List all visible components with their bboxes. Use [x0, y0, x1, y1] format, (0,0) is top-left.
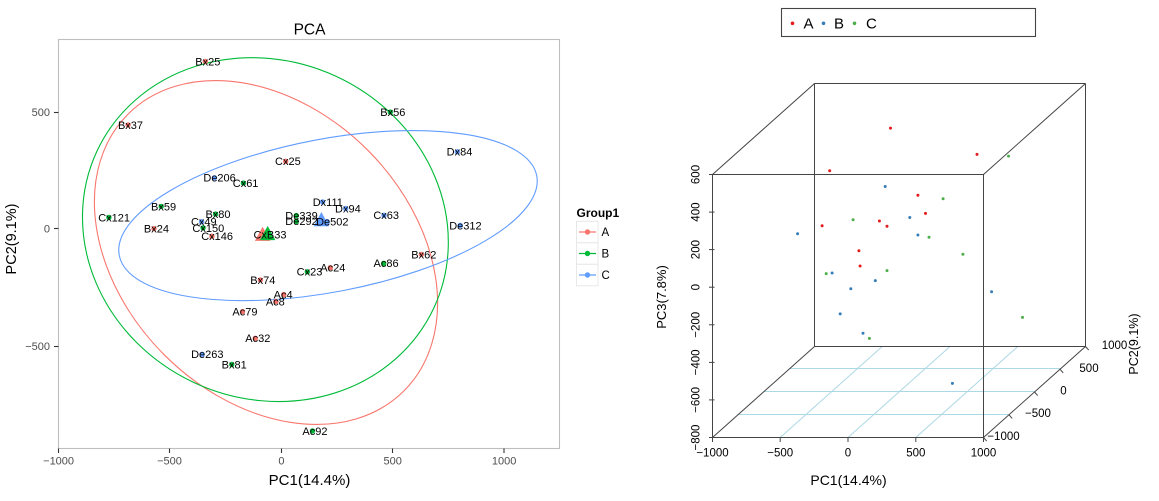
- svg-text:Bx62: Bx62: [411, 249, 436, 261]
- svg-text:−1000: −1000: [696, 448, 728, 460]
- svg-text:Cx23: Cx23: [297, 267, 323, 279]
- svg-text:De502: De502: [316, 217, 348, 229]
- svg-text:500: 500: [384, 456, 402, 468]
- svg-text:Ac86: Ac86: [374, 258, 399, 270]
- svg-text:Dx94: Dx94: [335, 203, 361, 215]
- svg-text:PC1(14.4%): PC1(14.4%): [269, 472, 351, 489]
- svg-text:PCA: PCA: [294, 22, 327, 39]
- svg-text:Ac79: Ac79: [232, 307, 257, 319]
- svg-text:A: A: [804, 16, 814, 33]
- svg-text:Bx74: Bx74: [250, 275, 275, 287]
- svg-text:B: B: [602, 249, 610, 261]
- svg-text:500: 500: [32, 107, 50, 119]
- svg-text:0: 0: [1060, 386, 1066, 398]
- svg-text:De263: De263: [191, 349, 223, 361]
- svg-text:0: 0: [44, 223, 50, 235]
- svg-text:−600: −600: [691, 387, 703, 413]
- svg-text:−800: −800: [691, 425, 703, 451]
- svg-text:Cx63: Cx63: [373, 210, 399, 222]
- svg-text:Cx61: Cx61: [233, 178, 259, 190]
- svg-text:PC2(9.1%): PC2(9.1%): [4, 204, 20, 275]
- svg-text:−500: −500: [1025, 408, 1051, 420]
- svg-text:Cx146: Cx146: [201, 231, 233, 243]
- svg-text:0: 0: [691, 284, 703, 290]
- svg-text:−500: −500: [157, 456, 182, 468]
- svg-text:PC3(7.8%): PC3(7.8%): [654, 265, 669, 329]
- svg-text:400: 400: [691, 203, 703, 222]
- svg-text:−1000: −1000: [43, 456, 74, 468]
- svg-text:−200: −200: [691, 312, 703, 338]
- svg-text:De292: De292: [285, 216, 317, 228]
- svg-text:Ac92: Ac92: [302, 426, 327, 438]
- svg-text:C: C: [866, 16, 877, 33]
- svg-text:De206: De206: [203, 173, 235, 185]
- svg-text:Bx81: Bx81: [222, 359, 247, 371]
- svg-text:PC1(14.4%): PC1(14.4%): [810, 472, 886, 488]
- svg-text:C: C: [602, 270, 610, 282]
- svg-text:B: B: [834, 16, 844, 33]
- svg-text:500: 500: [1079, 363, 1098, 375]
- svg-text:Cx49: Cx49: [191, 217, 217, 229]
- svg-text:PC2(9.1%): PC2(9.1%): [1127, 313, 1141, 374]
- svg-text:Dx111: Dx111: [313, 197, 343, 209]
- svg-text:Cx25: Cx25: [275, 156, 301, 168]
- svg-text:1000: 1000: [492, 456, 516, 468]
- svg-text:Cx150: Cx150: [192, 223, 224, 235]
- svg-text:Ac32: Ac32: [245, 333, 270, 345]
- svg-text:Bx80: Bx80: [205, 209, 230, 221]
- svg-text:Ac24: Ac24: [320, 263, 345, 275]
- svg-text:1000: 1000: [971, 448, 997, 460]
- svg-text:Bx24: Bx24: [144, 224, 169, 236]
- svg-text:1000: 1000: [1102, 340, 1128, 352]
- svg-text:−500: −500: [25, 341, 50, 353]
- svg-text:−500: −500: [767, 448, 793, 460]
- svg-text:Dx84: Dx84: [447, 147, 473, 159]
- svg-text:Bx56: Bx56: [380, 107, 405, 119]
- svg-text:De339: De339: [285, 211, 317, 223]
- svg-text:De312: De312: [449, 220, 481, 232]
- svg-text:CxB33: CxB33: [253, 230, 286, 242]
- svg-text:Ac8: Ac8: [266, 296, 285, 308]
- svg-text:A: A: [602, 227, 610, 239]
- svg-text:Group1: Group1: [577, 206, 620, 220]
- svg-text:500: 500: [906, 448, 925, 460]
- svg-text:Cx121: Cx121: [98, 212, 130, 224]
- svg-text:Bx25: Bx25: [195, 56, 220, 68]
- svg-text:−400: −400: [691, 349, 703, 375]
- svg-text:Bx59: Bx59: [151, 201, 176, 213]
- svg-text:0: 0: [278, 456, 284, 468]
- svg-text:200: 200: [691, 240, 703, 259]
- svg-text:600: 600: [691, 165, 703, 184]
- svg-text:−1000: −1000: [987, 431, 1019, 443]
- svg-text:Bx37: Bx37: [118, 120, 143, 132]
- svg-text:Ac4: Ac4: [274, 290, 293, 302]
- svg-text:0: 0: [845, 448, 851, 460]
